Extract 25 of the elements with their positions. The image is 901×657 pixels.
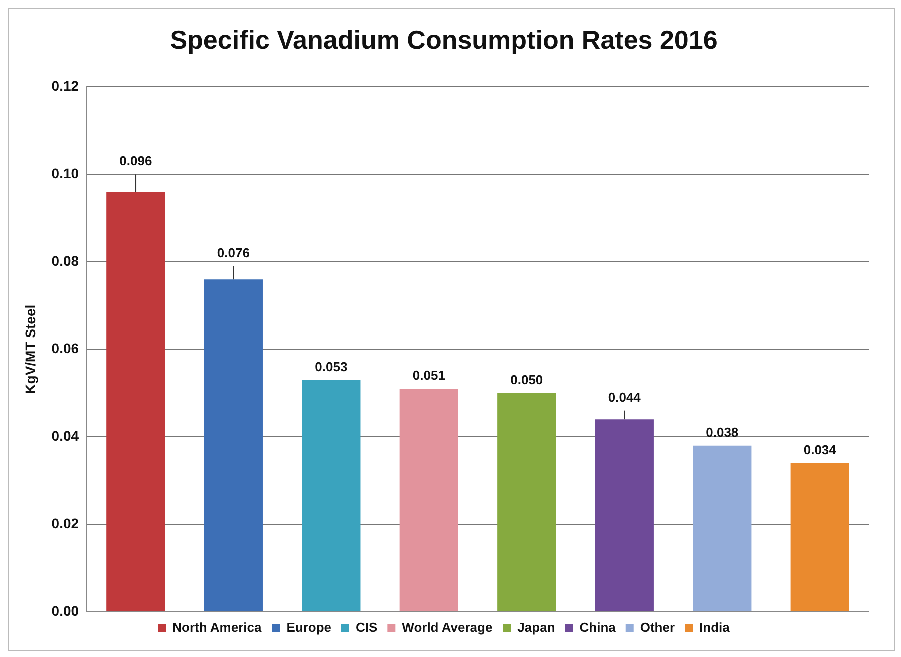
y-tick-label: 0.00: [52, 602, 80, 619]
y-tick-label: 0.10: [52, 166, 80, 182]
legend-label: Other: [640, 620, 676, 636]
data-label: 0.038: [706, 424, 739, 440]
y-axis-title: KgV/MT Steel: [22, 304, 38, 394]
data-label: 0.034: [804, 442, 838, 458]
legend-label: Europe: [286, 620, 332, 636]
legend-label: North America: [172, 620, 262, 636]
y-tick-label: 0.02: [52, 515, 80, 532]
legend-label: World Average: [402, 620, 493, 636]
y-tick-label: 0.12: [52, 78, 80, 94]
data-label: 0.076: [217, 246, 250, 261]
data-label: 0.053: [315, 359, 348, 374]
data-label: 0.050: [510, 372, 544, 388]
chart-title: Specific Vanadium Consumption Rates 2016: [170, 24, 718, 55]
data-label: 0.051: [412, 368, 446, 384]
legend-label: Japan: [518, 620, 556, 636]
data-label: 0.096: [120, 154, 152, 169]
legend-label: China: [580, 620, 617, 636]
y-tick-label: 0.04: [52, 428, 80, 444]
y-tick-label: 0.06: [52, 340, 80, 356]
data-label: 0.044: [608, 390, 642, 405]
y-tick-label: 0.08: [52, 252, 80, 269]
legend-label: India: [700, 620, 731, 636]
legend-label: CIS: [356, 620, 378, 636]
